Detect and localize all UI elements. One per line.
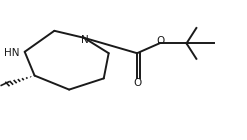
Text: HN: HN <box>4 47 20 58</box>
Text: O: O <box>156 36 164 46</box>
Text: N: N <box>81 35 89 45</box>
Text: O: O <box>133 78 142 88</box>
